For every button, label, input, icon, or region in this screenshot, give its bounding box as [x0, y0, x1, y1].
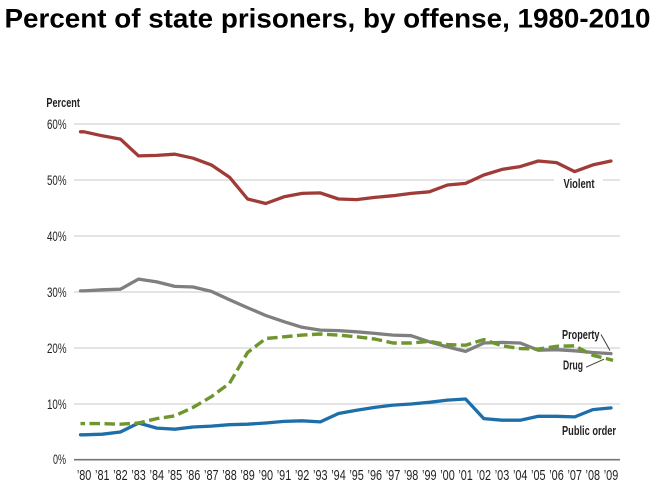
svg-text:’06: ’06 — [549, 467, 564, 484]
svg-text:’02: ’02 — [477, 467, 492, 484]
svg-text:’03: ’03 — [495, 467, 510, 484]
svg-text:’83: ’83 — [131, 467, 146, 484]
svg-text:’91: ’91 — [277, 467, 292, 484]
svg-text:Percent: Percent — [46, 95, 80, 110]
svg-text:60%: 60% — [47, 116, 67, 132]
svg-text:’93: ’93 — [313, 467, 328, 484]
svg-text:’90: ’90 — [259, 467, 274, 484]
svg-text:’81: ’81 — [95, 467, 110, 484]
svg-text:Percent of state prisoners, by: Percent of state prisoners, by offense, … — [5, 3, 651, 33]
svg-text:’80: ’80 — [77, 467, 92, 484]
svg-text:’97: ’97 — [386, 467, 401, 484]
svg-text:’04: ’04 — [513, 467, 528, 484]
svg-text:20%: 20% — [47, 340, 67, 356]
svg-text:Violent: Violent — [564, 176, 595, 191]
svg-text:Drug: Drug — [563, 357, 583, 372]
svg-text:Property: Property — [562, 327, 600, 342]
svg-text:Public order: Public order — [562, 423, 616, 438]
svg-text:’94: ’94 — [331, 467, 346, 484]
svg-text:’85: ’85 — [168, 467, 183, 484]
svg-text:’84: ’84 — [150, 467, 165, 484]
svg-text:’92: ’92 — [295, 467, 310, 484]
svg-text:’88: ’88 — [222, 467, 237, 484]
svg-text:’09: ’09 — [604, 467, 619, 484]
svg-text:’96: ’96 — [368, 467, 383, 484]
svg-text:30%: 30% — [47, 284, 67, 300]
svg-text:’07: ’07 — [567, 467, 582, 484]
svg-text:50%: 50% — [47, 172, 67, 188]
svg-text:’95: ’95 — [349, 467, 364, 484]
svg-text:’05: ’05 — [531, 467, 546, 484]
svg-text:’00: ’00 — [440, 467, 455, 484]
svg-text:’89: ’89 — [240, 467, 255, 484]
svg-text:’87: ’87 — [204, 467, 219, 484]
svg-text:’99: ’99 — [422, 467, 437, 484]
svg-text:’01: ’01 — [458, 467, 473, 484]
svg-text:’82: ’82 — [113, 467, 128, 484]
svg-text:0%: 0% — [53, 451, 66, 467]
svg-text:10%: 10% — [47, 396, 67, 412]
svg-text:’86: ’86 — [186, 467, 201, 484]
svg-text:40%: 40% — [47, 228, 67, 244]
svg-text:’98: ’98 — [404, 467, 419, 484]
svg-text:’08: ’08 — [586, 467, 601, 484]
